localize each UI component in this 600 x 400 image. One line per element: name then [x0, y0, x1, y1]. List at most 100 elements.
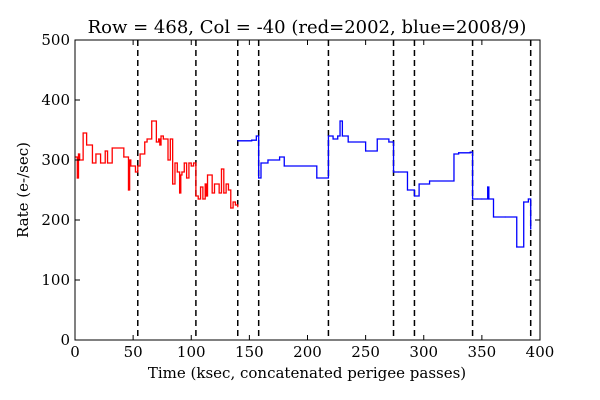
series-0-point-26	[162, 138, 164, 140]
series-0-point-20	[146, 138, 148, 140]
series-0-point-56	[234, 204, 237, 206]
series-0-point-34	[181, 171, 183, 173]
series-0-point-54	[230, 207, 232, 209]
series-1-point-2	[255, 135, 257, 137]
series-0-point-5	[86, 144, 88, 146]
series-1-point-10	[332, 138, 334, 140]
series-1-point-28	[476, 198, 478, 200]
series-1-point-6	[279, 156, 281, 158]
series-1-point-4	[260, 162, 262, 164]
series-1-point-14	[347, 141, 349, 143]
x-axis: 0 50 100 150 200 250 300 350 400	[70, 40, 554, 361]
series-1-point-1	[251, 139, 253, 141]
series-1-point-20	[406, 189, 409, 191]
series-1-point-7	[283, 165, 285, 167]
series-1-point-37	[530, 228, 532, 230]
series-1-point-24	[453, 153, 455, 155]
series-0-point-25	[160, 135, 162, 137]
series-0-point-6	[91, 162, 94, 164]
series-0-point-55	[232, 201, 234, 203]
series-0-point-40	[195, 195, 197, 197]
series-0-point-35	[183, 162, 185, 164]
series-0-point-57	[237, 206, 239, 208]
y-tick-label-5: 500	[41, 31, 70, 49]
series-0-point-47	[211, 192, 213, 194]
series-0-point-14	[129, 159, 131, 161]
series-0-point-44	[204, 183, 206, 185]
series-0-point-32	[179, 192, 181, 194]
x-tick-label-3: 150	[235, 343, 264, 361]
series-0-point-15	[130, 165, 132, 167]
x-tick-label-2: 100	[177, 343, 206, 361]
series-0-point-18	[139, 153, 141, 155]
series-0-point-1	[76, 177, 78, 179]
series-0-point-12	[123, 156, 125, 158]
series-0-point-29	[172, 183, 174, 185]
x-tick-label-8: 400	[526, 343, 555, 361]
series-0-point-31	[176, 171, 178, 173]
series-0-point-33	[180, 174, 182, 176]
series-1-point-8	[316, 177, 318, 179]
series-0-point-23	[158, 138, 160, 140]
series-0-point-28	[169, 138, 171, 140]
y-tick-label-3: 300	[41, 151, 70, 169]
series-line-0	[75, 120, 239, 209]
y-tick-label-0: 0	[60, 331, 70, 349]
series-0-point-16	[134, 171, 137, 173]
series-0-point-2	[77, 153, 80, 155]
chart-title: Row = 468, Col = -40 (red=2002, blue=200…	[88, 17, 527, 38]
series-0-point-45	[205, 195, 207, 197]
series-0-point-24	[159, 144, 161, 146]
series-0-point-17	[137, 165, 139, 167]
series-0-point-8	[99, 162, 102, 164]
series-0-point-53	[227, 189, 230, 191]
series-layer	[74, 120, 532, 248]
series-0-point-46	[206, 174, 209, 176]
series-0-point-9	[104, 150, 106, 152]
series-0-point-39	[192, 162, 195, 164]
series-0-point-51	[223, 192, 225, 194]
series-0-point-36	[186, 177, 188, 179]
y-tick-label-1: 100	[41, 271, 70, 289]
series-0-point-50	[220, 168, 223, 170]
x-tick-label-6: 300	[409, 343, 438, 361]
series-1-point-23	[428, 180, 431, 182]
plot-background	[75, 40, 540, 340]
series-1-point-35	[523, 201, 525, 203]
x-axis-label: Time (ksec, concatenated perigee passes)	[148, 364, 466, 382]
series-0-point-10	[106, 162, 109, 164]
series-1-point-25	[458, 152, 460, 154]
series-1-point-34	[516, 246, 518, 248]
series-1-point-31	[488, 198, 490, 200]
series-0-point-49	[218, 192, 220, 194]
series-1-point-30	[487, 186, 489, 188]
series-1-point-33	[504, 216, 506, 218]
y-tick-label-4: 400	[41, 91, 70, 109]
series-1-point-9	[327, 135, 330, 137]
series-0-point-48	[213, 183, 216, 185]
series-0-point-22	[155, 141, 157, 143]
x-tick-label-1: 50	[124, 343, 143, 361]
series-0-point-30	[174, 162, 176, 164]
series-0-point-38	[190, 165, 192, 167]
series-1-point-13	[341, 135, 343, 137]
x-tick-label-0: 0	[70, 343, 80, 361]
series-0-point-52	[225, 183, 227, 185]
series-1-point-27	[471, 198, 474, 200]
series-0-point-42	[199, 186, 202, 188]
series-1-point-18	[392, 171, 395, 173]
series-0-point-4	[82, 132, 84, 134]
series-0-point-43	[202, 198, 204, 200]
series-1-point-15	[365, 150, 367, 152]
y-tick-label-2: 200	[41, 211, 70, 229]
series-1-point-21	[413, 195, 416, 197]
series-1-point-16	[376, 138, 378, 140]
y-axis-label: Rate (e-/sec)	[14, 142, 32, 238]
series-1-point-26	[469, 151, 471, 153]
series-1-point-29	[481, 198, 483, 200]
series-0-point-37	[188, 162, 190, 164]
series-0-point-41	[197, 198, 199, 200]
series-1-point-0	[237, 140, 239, 142]
series-0-point-27	[167, 159, 169, 161]
series-1-point-32	[492, 216, 495, 218]
